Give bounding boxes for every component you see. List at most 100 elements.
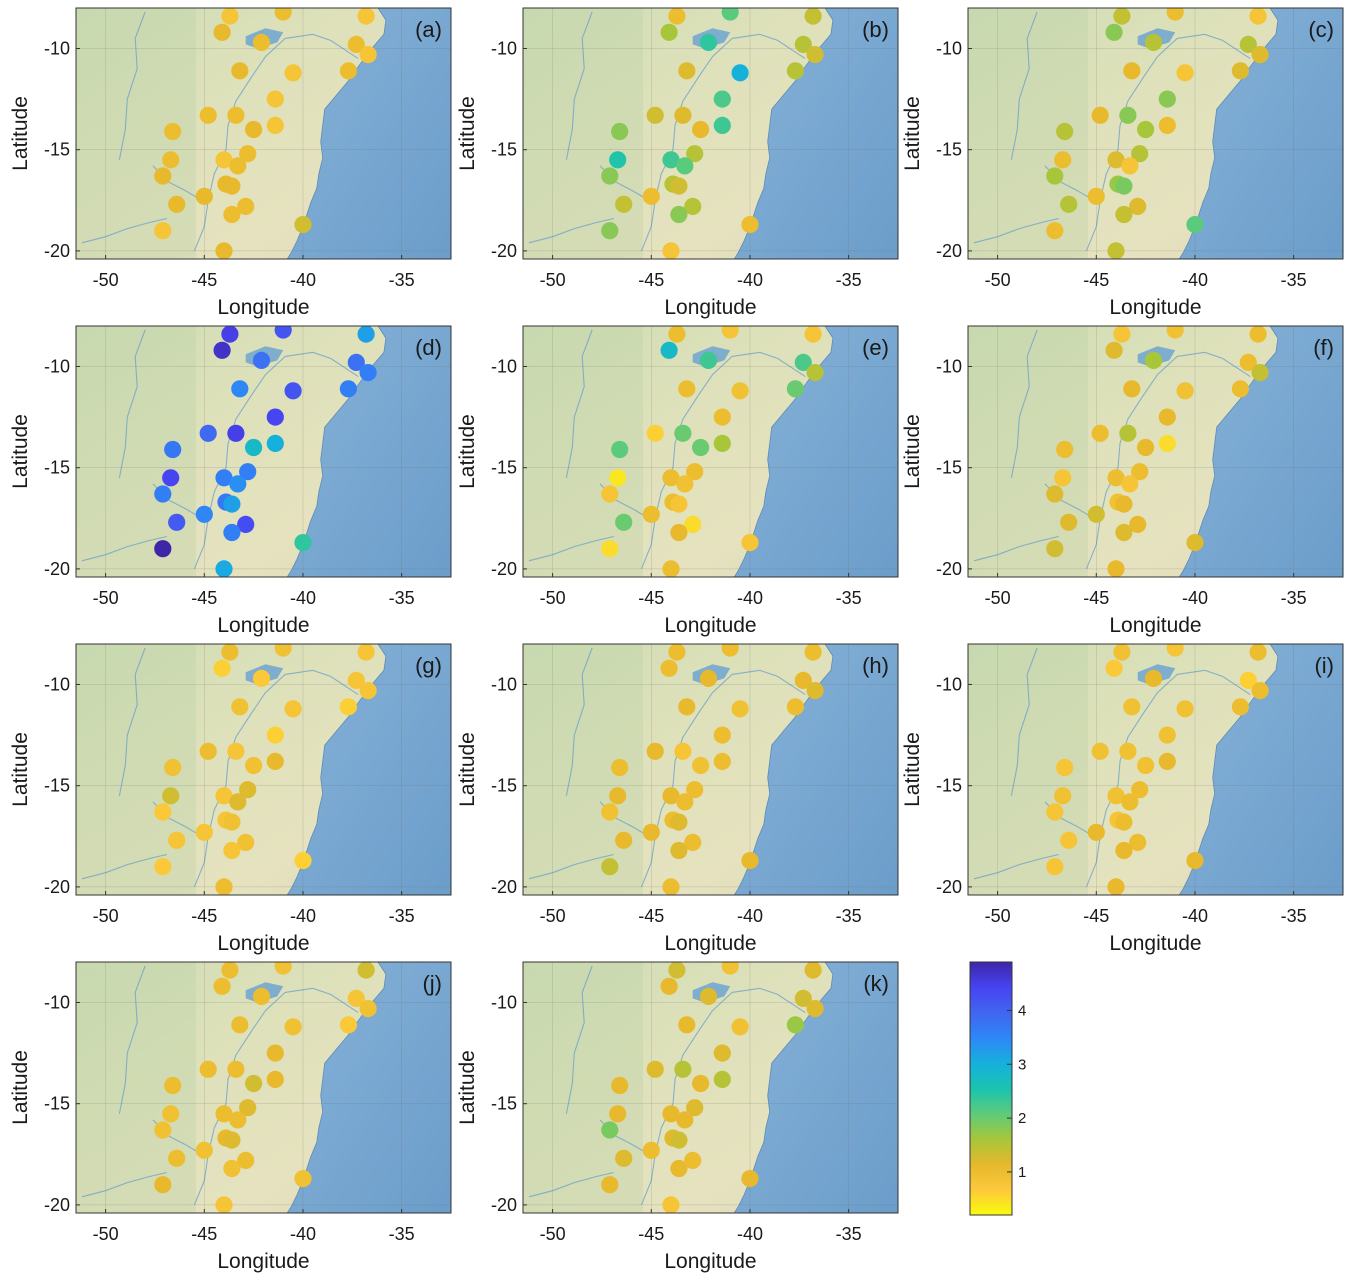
station-marker [221, 644, 239, 661]
station-markers [154, 8, 377, 259]
station-marker [684, 833, 702, 852]
x-tick-label: -35 [1281, 906, 1307, 926]
station-marker [1115, 205, 1133, 224]
station-marker [223, 841, 241, 860]
y-axis-label: Latitude [901, 732, 924, 807]
station-marker [284, 382, 302, 400]
y-tick-label: -15 [44, 776, 70, 796]
station-marker [357, 962, 375, 979]
y-tick-label: -15 [936, 140, 962, 160]
station-marker [609, 787, 627, 805]
station-marker [1166, 8, 1184, 21]
station-marker [1091, 742, 1109, 760]
station-marker [662, 787, 680, 805]
station-marker [164, 1076, 182, 1095]
river-line [118, 11, 146, 160]
panel-label: (h) [862, 653, 889, 678]
x-tick-label: -35 [836, 906, 862, 926]
station-marker [806, 46, 824, 64]
station-marker [227, 106, 245, 124]
station-marker [294, 1170, 312, 1188]
station-marker [223, 1131, 241, 1149]
y-tick-label: -15 [491, 1094, 517, 1114]
river-line [528, 535, 614, 562]
station-marker [806, 1000, 824, 1018]
station-marker [731, 382, 749, 400]
station-marker [1121, 157, 1139, 175]
station-marker [662, 560, 680, 577]
station-marker [1046, 222, 1064, 240]
map-panel-i: -50 -45 -40 -35 -10 -15 -20 Longitude Latitude (i… [901, 643, 1344, 955]
station-marker [678, 62, 696, 80]
panel-label: (g) [415, 653, 442, 678]
station-marker [668, 644, 686, 661]
station-marker [213, 341, 231, 359]
axes-frame [75, 643, 452, 896]
y-tick-label: -15 [44, 140, 70, 160]
y-tick-label: -20 [491, 241, 517, 261]
river-line [1010, 11, 1038, 160]
station-marker [162, 787, 180, 805]
station-marker [1046, 803, 1064, 821]
station-marker [162, 1105, 180, 1123]
station-marker [806, 682, 824, 700]
x-tick-label: -40 [737, 1224, 763, 1244]
river-line [1010, 329, 1038, 478]
x-axis-label: Longitude [1109, 932, 1201, 955]
river-line [565, 329, 593, 478]
station-markers [601, 644, 824, 895]
station-marker [1158, 726, 1176, 744]
station-marker [1054, 469, 1072, 487]
station-marker [266, 434, 284, 452]
station-marker [266, 1070, 284, 1088]
station-marker [1119, 424, 1137, 442]
x-axis-label: Longitude [217, 614, 309, 637]
basemap [968, 644, 1343, 895]
x-tick-label: -35 [836, 588, 862, 608]
panel-label: (f) [1313, 335, 1334, 360]
station-marker [245, 756, 263, 775]
station-marker [1046, 485, 1064, 503]
station-marker [1176, 382, 1194, 400]
station-marker [1121, 793, 1139, 811]
station-marker [1186, 216, 1204, 234]
station-marker [699, 669, 718, 688]
colorbar-tick-label: 3 [1018, 1056, 1026, 1073]
station-marker [1158, 116, 1176, 134]
station-marker [804, 326, 822, 343]
station-marker [357, 644, 375, 661]
station-marker [662, 1105, 680, 1123]
station-marker [1107, 787, 1125, 805]
station-marker [674, 1060, 692, 1078]
y-tick-label: -10 [491, 992, 517, 1012]
station-marker [684, 515, 702, 534]
station-marker [231, 380, 249, 398]
station-marker [646, 106, 664, 124]
station-marker [164, 122, 182, 141]
river-line [1010, 647, 1038, 796]
station-marker [215, 1196, 233, 1213]
station-marker [721, 8, 739, 21]
x-tick-label: -45 [191, 270, 217, 290]
station-marker [245, 120, 263, 139]
station-marker [642, 823, 660, 841]
map-panel-c: -50 -45 -40 -35 -10 -15 -20 Longitude Latitude (c… [901, 7, 1344, 319]
station-marker [359, 682, 377, 700]
station-marker [1186, 534, 1204, 552]
river-line [528, 853, 614, 880]
station-marker [1231, 698, 1249, 716]
station-marker [1144, 669, 1163, 688]
station-marker [662, 878, 680, 895]
x-tick-label: -40 [290, 270, 316, 290]
station-marker [168, 195, 186, 213]
station-markers [601, 8, 824, 259]
station-marker [1231, 380, 1249, 398]
x-tick-label: -45 [638, 906, 664, 926]
x-tick-label: -35 [1281, 588, 1307, 608]
station-marker [699, 987, 718, 1006]
station-marker [154, 1176, 172, 1194]
colorbar-gradient [969, 961, 1013, 1216]
station-marker [1115, 813, 1133, 831]
station-marker [339, 698, 357, 716]
station-marker [1158, 434, 1176, 452]
